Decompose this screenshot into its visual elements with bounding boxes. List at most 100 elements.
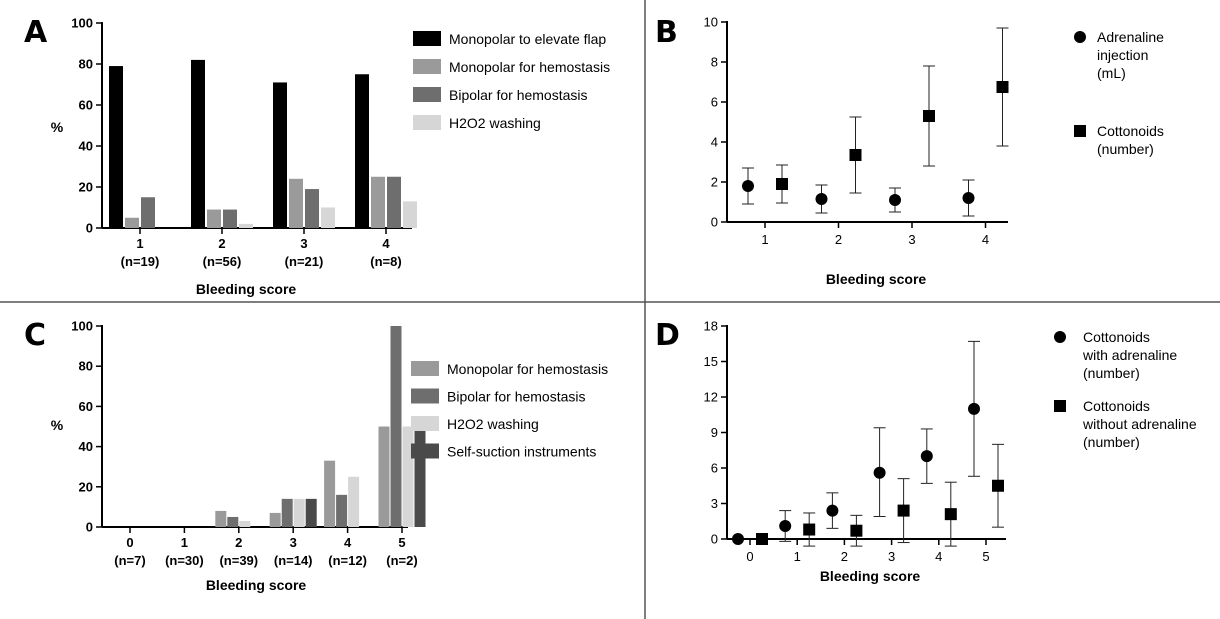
- panel-b-point-square: [849, 149, 862, 161]
- panel-b-x-tick-label: 4: [982, 232, 989, 247]
- panel-c-legend-swatch: [411, 361, 439, 376]
- panel-b-legend-marker-circle: [1074, 31, 1086, 43]
- panel-d-point-circle: [968, 402, 980, 415]
- panel-d-y-tick-label: 18: [704, 319, 718, 334]
- panel-a-bar: [141, 197, 155, 228]
- panel-b-point-circle: [815, 193, 828, 205]
- panel-d-legend-label-line: with adrenaline: [1082, 347, 1177, 363]
- panel-b-letter: B: [655, 15, 678, 50]
- panel-c-y-tick-label: 60: [79, 399, 93, 414]
- panel-d-point-square: [897, 504, 910, 517]
- panel-a-y-tick-label: 40: [79, 139, 93, 154]
- panel-a-x-tick-label: 2: [218, 236, 225, 251]
- panel-b-x-axis-title: Bleeding score: [826, 271, 927, 287]
- panel-b-point-square: [776, 178, 788, 190]
- panel-a-bar: [207, 209, 221, 228]
- panel-c: C 0 20 40 60 80 100% 0 (n=7) 1 (n=30) 2 (n=39) 3 (n=1…: [24, 318, 608, 593]
- panel-a-bar: [191, 59, 205, 229]
- panel-d-point-square: [803, 523, 816, 536]
- panel-d-y-tick-label: 6: [711, 461, 718, 476]
- panel-a-legend-swatch: [413, 87, 441, 102]
- panel-c-bar: [324, 460, 336, 527]
- panel-c-bar: [227, 516, 239, 527]
- panel-b-legend-label-line: (number): [1097, 141, 1154, 157]
- panel-c-x-tick-sublabel: (n=2): [386, 553, 417, 568]
- panel-d-legend-label-line: without adrenaline: [1082, 416, 1197, 432]
- panel-c-legend-swatch: [411, 388, 439, 404]
- panel-a-y-axis-title: %: [51, 119, 64, 135]
- panel-c-x-tick-sublabel: (n=7): [114, 553, 145, 568]
- panel-b-point-square: [923, 110, 935, 122]
- panel-b-y-tick-label: 8: [711, 55, 718, 70]
- panel-c-x-tick-sublabel: (n=14): [274, 553, 313, 568]
- panel-a-x-tick-sublabel: (n=19): [121, 254, 160, 269]
- panel-d-legend-label-line: Cottonoids: [1083, 398, 1150, 414]
- panel-b-point-circle: [889, 194, 901, 206]
- panel-a: A 0 20 40 60 80 100% 1 (n=19) 2 (n=56) 3 (n=21) 4 (n=…: [24, 15, 610, 297]
- panel-d-point-circle: [826, 504, 839, 517]
- panel-a-legend-label: Bipolar for hemostasis: [449, 87, 588, 103]
- panel-b-y-tick-label: 0: [711, 215, 718, 230]
- panel-c-y-axis-title: %: [51, 417, 64, 433]
- panel-a-x-tick-sublabel: (n=8): [370, 254, 401, 269]
- panel-b-x-tick-label: 3: [908, 232, 915, 247]
- panel-d-y-tick-label: 12: [704, 390, 718, 405]
- panel-a-y-tick-label: 100: [71, 16, 93, 31]
- panel-a-bar: [239, 223, 253, 228]
- panel-c-legend-label: Bipolar for hemostasis: [447, 389, 586, 405]
- panel-a-bar: [125, 217, 139, 228]
- panel-d-point-square: [944, 508, 957, 521]
- panel-d-point-circle: [873, 466, 886, 479]
- panel-b-y-tick-label: 10: [704, 15, 718, 30]
- panel-b-point-circle: [742, 180, 754, 192]
- panel-a-x-tick-label: 1: [136, 236, 143, 251]
- panel-a-y-tick-label: 0: [86, 221, 93, 236]
- panel-a-bar: [109, 66, 123, 228]
- panel-c-x-tick-label: 5: [398, 535, 405, 550]
- panel-a-bar: [289, 178, 303, 228]
- panel-b-point-circle: [962, 192, 975, 204]
- panel-c-legend-label: Monopolar for hemostasis: [447, 361, 608, 377]
- panel-d-letter: D: [655, 318, 680, 353]
- panel-c-x-tick-label: 3: [290, 535, 297, 550]
- panel-c-legend-label: Self-suction instruments: [447, 444, 596, 460]
- panel-d-x-tick-label: 5: [982, 549, 989, 564]
- panel-c-y-tick-label: 40: [79, 439, 93, 454]
- panel-b-y-tick-label: 2: [711, 175, 718, 190]
- panel-b-legend-label-line: Adrenaline: [1097, 29, 1164, 45]
- panel-d-point-square: [756, 533, 768, 545]
- panel-a-x-tick-label: 3: [300, 236, 307, 251]
- panel-c-bar: [215, 510, 227, 527]
- panel-d-x-tick-label: 1: [794, 549, 801, 564]
- panel-a-bar: [355, 74, 369, 228]
- panel-d-y-tick-label: 0: [711, 532, 718, 547]
- panel-d-point-square: [850, 524, 863, 537]
- panel-c-x-tick-sublabel: (n=39): [219, 553, 258, 568]
- panel-a-letter: A: [24, 15, 48, 50]
- panel-c-x-tick-label: 2: [235, 535, 242, 550]
- panel-c-x-tick-label: 4: [344, 535, 352, 550]
- panel-b-legend-label-line: injection: [1097, 47, 1148, 63]
- panel-c-bar: [305, 498, 317, 527]
- panel-c-x-tick-sublabel: (n=30): [165, 553, 204, 568]
- panel-c-letter: C: [24, 318, 46, 353]
- panel-a-y-tick-label: 80: [79, 57, 93, 72]
- panel-c-bar: [378, 426, 390, 527]
- panel-d-y-tick-label: 15: [704, 354, 718, 369]
- panel-c-bar: [336, 494, 348, 527]
- panel-d-legend-label-line: Cottonoids: [1083, 329, 1150, 345]
- panel-a-legend-label: Monopolar for hemostasis: [449, 59, 610, 75]
- panel-c-legend-swatch: [411, 416, 439, 431]
- panel-c-legend-label: H2O2 washing: [447, 416, 539, 432]
- panel-b-legend-label-line: Cottonoids: [1097, 123, 1164, 139]
- panel-a-x-tick-label: 4: [382, 236, 390, 251]
- panel-a-legend-label: H2O2 washing: [449, 115, 541, 131]
- panel-b-x-tick-label: 2: [835, 232, 842, 247]
- panel-a-legend-label: Monopolar to elevate flap: [449, 31, 606, 47]
- panel-c-bar: [390, 326, 402, 527]
- panel-a-y-tick-label: 60: [79, 98, 93, 113]
- panel-b-y-tick-label: 6: [711, 95, 718, 110]
